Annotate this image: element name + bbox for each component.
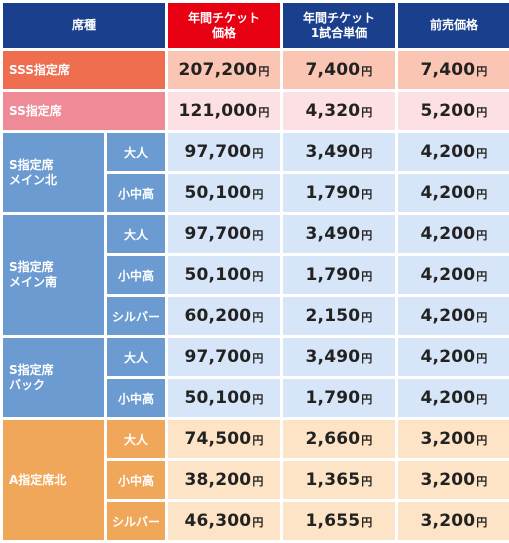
category-label: 大人 [107, 420, 166, 458]
presale-price: 3,200円 [398, 420, 509, 458]
table-row: S指定席 メイン北 大人 97,700円 3,490円 4,200円 [3, 133, 509, 212]
presale-price: 5,200円 [398, 92, 509, 130]
presale-price: 4,200円 [398, 297, 509, 335]
annual-price: 207,200円 [168, 51, 281, 89]
annual-price: 50,100円 [168, 256, 281, 294]
category-label: 大人 [107, 338, 166, 376]
header-annual-price: 年間チケット 価格 [168, 3, 281, 48]
per-game-price: 3,490円 [283, 215, 396, 253]
seat-label-ss: SS指定席 [3, 92, 166, 130]
per-game-price: 3,490円 [283, 338, 396, 376]
table-row: シルバー 60,200円 2,150円 4,200円 [3, 297, 509, 335]
per-game-price: 1,790円 [283, 256, 396, 294]
presale-price: 4,200円 [398, 215, 509, 253]
per-game-price: 2,660円 [283, 420, 396, 458]
annual-price: 50,100円 [168, 379, 281, 417]
per-game-price: 1,790円 [283, 379, 396, 417]
annual-price: 97,700円 [168, 338, 281, 376]
presale-price: 4,200円 [398, 174, 509, 212]
header-seat: 席種 [3, 3, 166, 48]
annual-price: 60,200円 [168, 297, 281, 335]
presale-price: 4,200円 [398, 133, 509, 171]
table-row: A指定席北 大人 74,500円 2,660円 3,200円 [3, 420, 509, 540]
category-label: 小中高 [107, 379, 166, 417]
category-label: シルバー [107, 297, 166, 335]
table-row: SS指定席 121,000円 4,320円 5,200円 [3, 92, 509, 130]
table-row: S指定席 バック 大人 97,700円 3,490円 4,200円 [3, 338, 509, 417]
annual-price: 50,100円 [168, 174, 281, 212]
presale-price: 3,200円 [398, 461, 509, 499]
presale-price: 4,200円 [398, 256, 509, 294]
per-game-price: 2,150円 [283, 297, 396, 335]
header-presale: 前売価格 [398, 3, 509, 48]
annual-price: 121,000円 [168, 92, 281, 130]
seat-label-a-north: A指定席北 [3, 420, 104, 540]
table-row: 小中高 50,100円 1,790円 4,200円 [3, 379, 509, 417]
category-label: 大人 [107, 215, 166, 253]
header-per-game: 年間チケット 1試合単価 [283, 3, 396, 48]
table-row: S指定席 メイン南 大人 97,700円 3,490円 4,200円 [3, 215, 509, 335]
per-game-price: 1,790円 [283, 174, 396, 212]
presale-price: 3,200円 [398, 502, 509, 540]
annual-price: 46,300円 [168, 502, 281, 540]
table-row: SSS指定席 207,200円 7,400円 7,400円 [3, 51, 509, 89]
table-row: 小中高 50,100円 1,790円 4,200円 [3, 174, 509, 212]
seat-label-sss: SSS指定席 [3, 51, 166, 89]
table-row: 小中高 50,100円 1,790円 4,200円 [3, 256, 509, 294]
per-game-price: 1,365円 [283, 461, 396, 499]
table-row: シルバー 46,300円 1,655円 3,200円 [3, 502, 509, 540]
annual-price: 97,700円 [168, 215, 281, 253]
seat-label-s-main-south: S指定席 メイン南 [3, 215, 104, 335]
header-row: 席種 年間チケット 価格 年間チケット 1試合単価 前売価格 [3, 3, 509, 48]
presale-price: 4,200円 [398, 379, 509, 417]
per-game-price: 3,490円 [283, 133, 396, 171]
category-label: 大人 [107, 133, 166, 171]
per-game-price: 4,320円 [283, 92, 396, 130]
seat-label-s-main-north: S指定席 メイン北 [3, 133, 104, 212]
table-row: 小中高 38,200円 1,365円 3,200円 [3, 461, 509, 499]
per-game-price: 1,655円 [283, 502, 396, 540]
presale-price: 4,200円 [398, 338, 509, 376]
category-label: 小中高 [107, 461, 166, 499]
seat-label-s-back: S指定席 バック [3, 338, 104, 417]
presale-price: 7,400円 [398, 51, 509, 89]
annual-price: 38,200円 [168, 461, 281, 499]
annual-price: 74,500円 [168, 420, 281, 458]
per-game-price: 7,400円 [283, 51, 396, 89]
category-label: 小中高 [107, 174, 166, 212]
annual-price: 97,700円 [168, 133, 281, 171]
category-label: シルバー [107, 502, 166, 540]
category-label: 小中高 [107, 256, 166, 294]
